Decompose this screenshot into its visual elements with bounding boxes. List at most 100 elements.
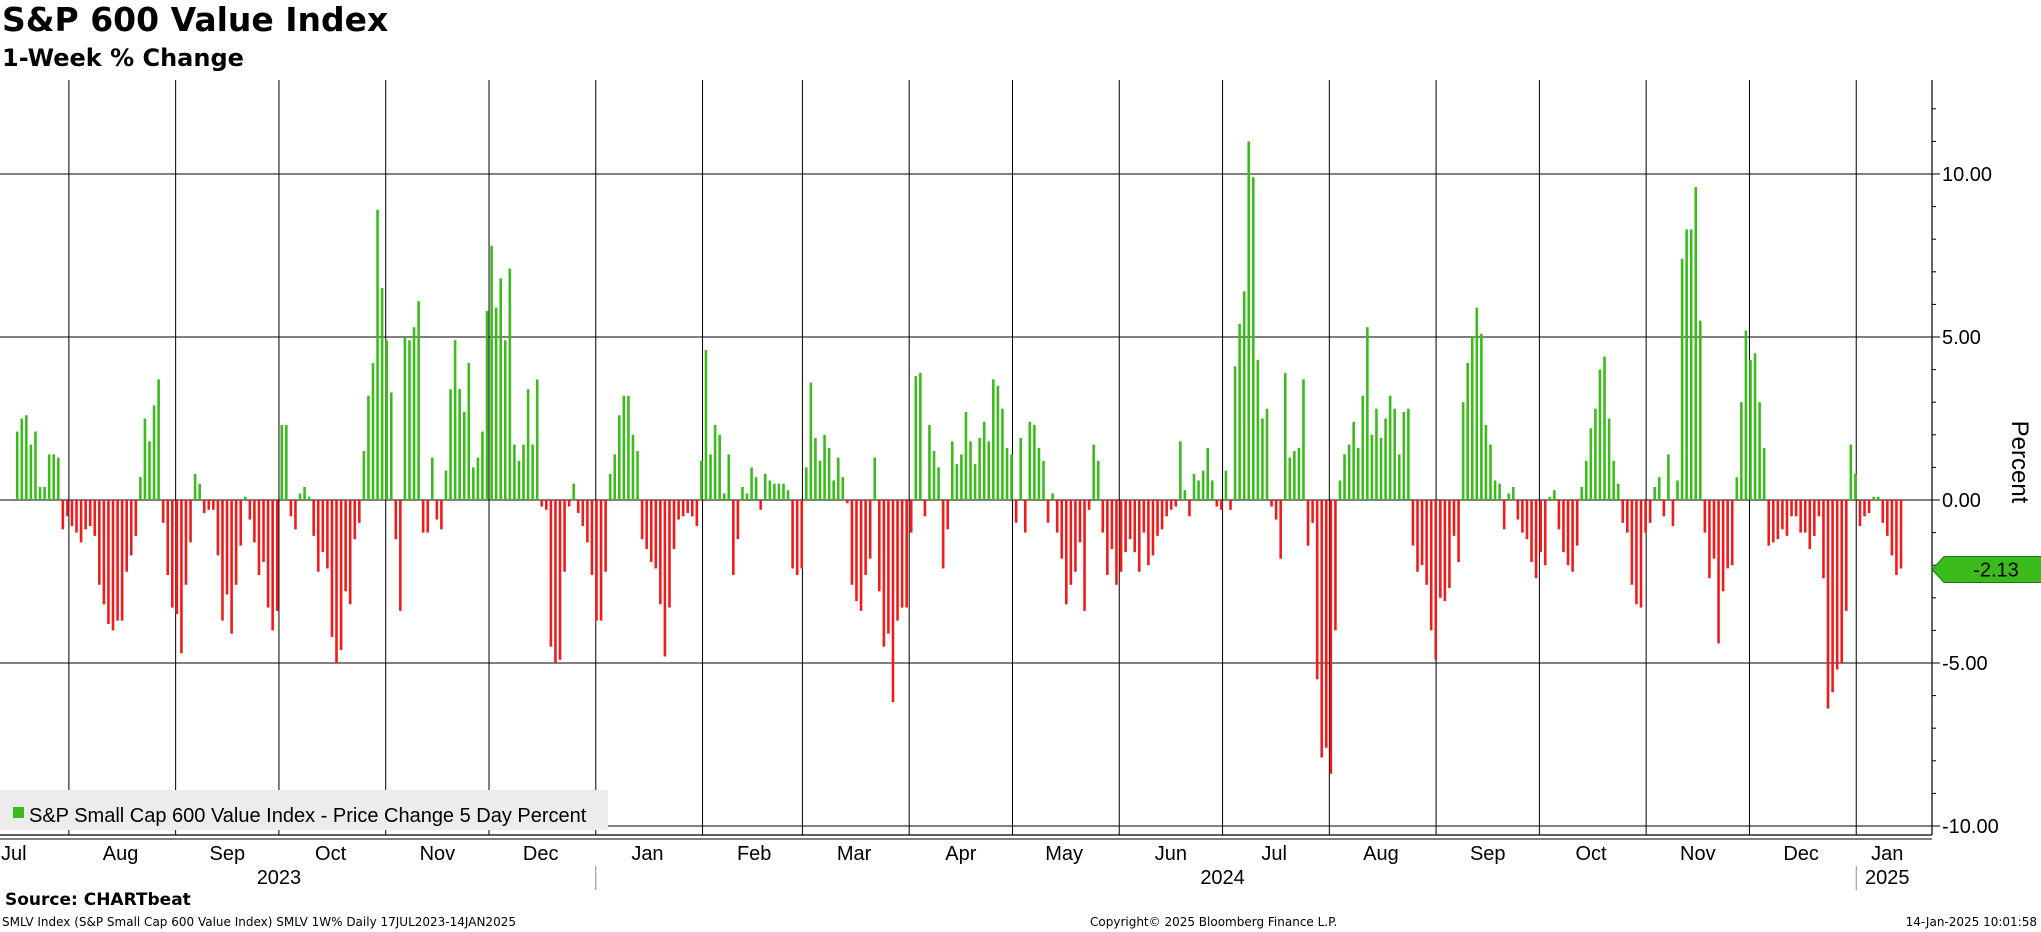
bar: [362, 451, 366, 500]
bar: [1397, 454, 1401, 500]
bar: [946, 500, 950, 530]
bar: [1525, 500, 1529, 540]
chart-subtitle: 1-Week % Change: [2, 44, 244, 72]
bar: [47, 454, 51, 500]
bar: [1215, 500, 1219, 507]
bar: [681, 500, 685, 517]
bar: [718, 434, 721, 500]
bar: [1411, 500, 1415, 546]
bar: [1425, 500, 1428, 585]
x-month-label: Sep: [209, 843, 245, 865]
x-month-label: Aug: [1363, 843, 1399, 865]
bar: [358, 500, 361, 523]
bar: [1402, 411, 1406, 500]
bar: [668, 500, 671, 608]
bar: [1530, 500, 1533, 562]
bar: [1639, 500, 1643, 608]
bar: [809, 382, 813, 500]
x-month-label: Nov: [420, 843, 456, 865]
bar: [1320, 500, 1324, 758]
bar: [663, 500, 667, 657]
bar: [1867, 500, 1871, 514]
source-note: Source: CHARTbeat: [5, 890, 191, 910]
bar: [312, 500, 315, 536]
last-value-box: [1931, 555, 2041, 583]
bar: [1653, 486, 1656, 500]
bar: [768, 480, 772, 500]
bar: [1502, 500, 1506, 530]
bar: [745, 493, 749, 500]
bar: [148, 441, 151, 500]
bar: [1183, 490, 1187, 500]
bar: [1334, 500, 1337, 631]
bar: [1420, 500, 1424, 566]
bar-series: [15, 141, 1903, 774]
x-month-label: Oct: [1575, 843, 1607, 865]
bar: [1708, 500, 1711, 579]
bar: [1762, 447, 1766, 500]
bar: [1261, 418, 1264, 500]
bar: [239, 500, 243, 546]
bar: [157, 379, 160, 500]
x-year-label: 2023: [257, 867, 302, 889]
bar: [973, 464, 977, 500]
bar: [1785, 500, 1789, 536]
bar: [38, 486, 42, 500]
bar: [485, 310, 489, 500]
bar: [212, 500, 215, 510]
bar: [134, 500, 138, 536]
bar: [1279, 500, 1282, 559]
bar: [1033, 425, 1036, 500]
bar: [618, 415, 621, 500]
bar: [1498, 483, 1501, 500]
bar: [595, 500, 598, 621]
bar: [1293, 451, 1296, 500]
bar: [759, 500, 762, 510]
bar: [1133, 500, 1137, 553]
bar: [262, 500, 265, 562]
bar: [180, 500, 183, 654]
bar: [969, 441, 972, 500]
bar: [1694, 187, 1698, 501]
bar: [1566, 500, 1570, 566]
bar: [1886, 500, 1889, 536]
bar: [992, 379, 995, 500]
bar: [1840, 500, 1844, 663]
x-month-label: Jul: [1261, 843, 1287, 865]
bar: [1863, 500, 1866, 517]
bar: [1343, 454, 1346, 500]
bar: [850, 500, 854, 585]
bar: [882, 500, 886, 647]
bar: [1388, 395, 1392, 500]
bar: [367, 395, 370, 500]
bar: [773, 483, 776, 500]
bar: [1306, 500, 1310, 546]
bar: [120, 500, 124, 621]
bar: [1562, 500, 1565, 553]
bar: [184, 500, 188, 585]
bar: [221, 500, 224, 621]
bar: [1480, 333, 1483, 500]
bar: [490, 245, 493, 500]
bar: [1137, 500, 1141, 572]
bar: [645, 500, 648, 549]
bar: [1192, 473, 1196, 500]
x-month-label: Feb: [737, 843, 771, 865]
bar: [1324, 500, 1328, 748]
bar: [335, 500, 338, 663]
bar: [540, 500, 544, 507]
bar: [1366, 327, 1369, 500]
bar: [1626, 500, 1629, 533]
x-year-label: 2025: [1865, 867, 1910, 889]
bar: [599, 500, 603, 621]
bar: [1598, 369, 1602, 500]
bar: [1539, 500, 1542, 553]
bar: [1726, 500, 1729, 569]
bar: [298, 493, 302, 500]
last-value-label: -2.13: [1931, 555, 2041, 583]
bar: [937, 467, 940, 500]
bar: [503, 340, 507, 500]
bar: [1808, 500, 1812, 549]
bar: [285, 425, 288, 500]
bar: [171, 500, 174, 608]
